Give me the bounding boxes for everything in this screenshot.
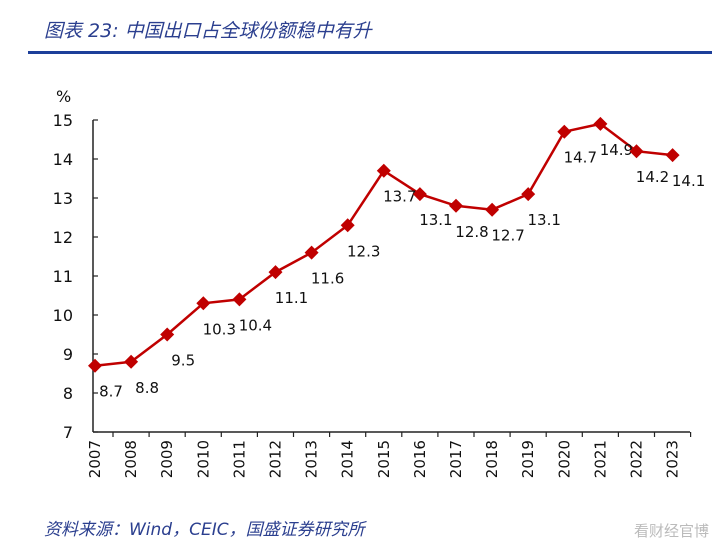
data-label: 8.7 bbox=[99, 383, 123, 401]
x-tick-label: 2022 bbox=[628, 440, 646, 478]
x-tick-label: 2018 bbox=[483, 440, 501, 478]
x-tick-label: 2021 bbox=[591, 440, 609, 478]
data-label: 12.3 bbox=[347, 242, 380, 260]
y-tick-label: 7 bbox=[63, 423, 73, 442]
data-point bbox=[665, 148, 680, 163]
x-tick-label: 2020 bbox=[555, 440, 573, 478]
y-tick-label: 11 bbox=[53, 267, 73, 286]
x-tick-label: 2017 bbox=[447, 440, 465, 478]
data-point bbox=[376, 163, 391, 178]
y-tick-label: 9 bbox=[63, 345, 73, 364]
data-point bbox=[340, 218, 355, 233]
data-point bbox=[521, 187, 536, 202]
x-tick-label: 2012 bbox=[267, 440, 285, 478]
data-point bbox=[449, 198, 463, 213]
data-label: 10.3 bbox=[203, 320, 236, 338]
data-point bbox=[196, 296, 211, 311]
data-label: 14.1 bbox=[672, 172, 705, 190]
data-label: 14.2 bbox=[636, 168, 669, 186]
y-tick-label: 8 bbox=[63, 384, 73, 403]
x-tick-label: 2013 bbox=[303, 440, 321, 478]
x-tick-label: 2014 bbox=[339, 440, 357, 478]
data-point bbox=[593, 116, 608, 131]
x-tick-label: 2009 bbox=[158, 440, 176, 478]
data-point bbox=[160, 327, 175, 342]
data-point bbox=[232, 292, 247, 307]
data-label: 11.6 bbox=[311, 270, 344, 288]
data-label: 11.1 bbox=[275, 289, 308, 307]
data-label: 12.8 bbox=[455, 223, 488, 241]
y-tick-label: 12 bbox=[53, 228, 73, 247]
x-tick-label: 2019 bbox=[519, 440, 537, 478]
data-point bbox=[304, 245, 319, 260]
data-label: 12.7 bbox=[491, 227, 524, 245]
data-point bbox=[485, 202, 500, 217]
data-point bbox=[557, 124, 572, 139]
y-tick-label: 13 bbox=[53, 189, 73, 208]
watermark: 看财经官博 bbox=[633, 522, 709, 540]
x-tick-label: 2010 bbox=[194, 440, 212, 478]
data-label: 8.8 bbox=[135, 379, 159, 397]
data-point bbox=[412, 187, 427, 202]
data-point bbox=[88, 358, 102, 373]
data-label: 13.1 bbox=[419, 211, 452, 229]
y-tick-label: 10 bbox=[53, 306, 73, 325]
data-label: 14.7 bbox=[564, 149, 597, 167]
data-label: 14.9 bbox=[600, 141, 633, 159]
title-rule bbox=[28, 51, 712, 54]
x-tick-label: 2011 bbox=[230, 440, 248, 478]
data-label: 13.7 bbox=[383, 188, 416, 206]
data-point bbox=[268, 265, 283, 280]
figure-title: 图表 23: 中国出口占全球份额稳中有升 bbox=[44, 20, 372, 42]
data-point bbox=[124, 354, 139, 369]
data-label: 10.4 bbox=[239, 316, 272, 334]
x-tick-label: 2023 bbox=[664, 440, 682, 478]
x-tick-label: 2016 bbox=[411, 440, 429, 478]
y-axis-unit: % bbox=[56, 87, 71, 106]
y-tick-label: 15 bbox=[53, 111, 73, 130]
y-tick-label: 14 bbox=[53, 150, 73, 169]
source-note: 资料来源：Wind，CEIC，国盛证券研究所 bbox=[44, 520, 365, 540]
data-label: 13.1 bbox=[527, 211, 560, 229]
x-tick-label: 2015 bbox=[375, 440, 393, 478]
data-label: 9.5 bbox=[171, 352, 195, 370]
data-point bbox=[629, 144, 644, 159]
x-tick-label: 2007 bbox=[86, 440, 104, 478]
x-tick-label: 2008 bbox=[122, 440, 140, 478]
